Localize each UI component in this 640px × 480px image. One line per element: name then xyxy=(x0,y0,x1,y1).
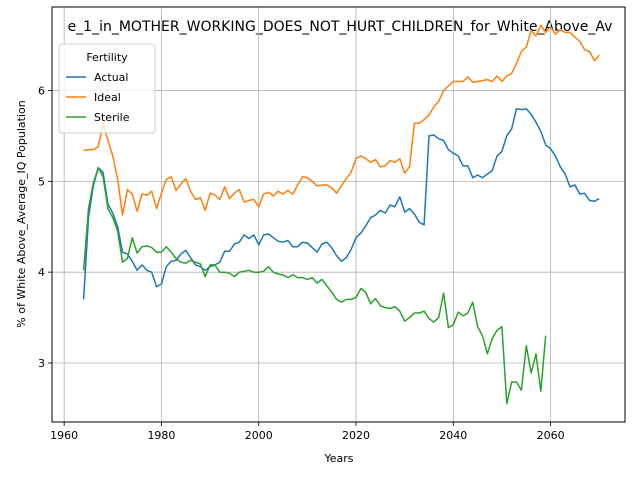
y-tick-label: 5 xyxy=(38,175,45,188)
series-line-actual xyxy=(82,107,600,300)
x-tick-label: 1960 xyxy=(50,429,78,442)
series-lines xyxy=(82,24,600,405)
x-tick-label: 2040 xyxy=(439,429,467,442)
x-tick-label: 1980 xyxy=(147,429,175,442)
x-tick-label: 2060 xyxy=(537,429,565,442)
legend: Fertility Actual Ideal Sterile xyxy=(58,43,156,134)
x-axis-label: Years xyxy=(323,452,353,465)
y-tick-label: 4 xyxy=(38,266,45,279)
legend-label-ideal: Ideal xyxy=(94,91,121,104)
y-axis-label: % of White Above_Average_IQ Population xyxy=(15,100,28,327)
chart-title: e_1_in_MOTHER_WORKING_DOES_NOT_HURT_CHIL… xyxy=(68,19,613,35)
series-line-ideal xyxy=(83,24,600,216)
legend-box xyxy=(58,43,156,134)
x-tick-label: 2000 xyxy=(245,429,273,442)
legend-items: Actual Ideal Sterile xyxy=(66,71,130,124)
x-tick-label: 2020 xyxy=(342,429,370,442)
series-line-sterile xyxy=(82,166,547,405)
plot-frame xyxy=(51,6,626,423)
x-axis-ticks: 1960 1980 2000 2020 2040 2060 xyxy=(50,422,565,442)
y-axis-ticks: 3 4 5 6 xyxy=(38,85,52,370)
legend-title: Fertility xyxy=(86,51,128,64)
y-tick-label: 6 xyxy=(38,85,45,98)
legend-label-sterile: Sterile xyxy=(94,111,130,124)
legend-label-actual: Actual xyxy=(94,71,128,84)
y-tick-label: 3 xyxy=(38,357,45,370)
